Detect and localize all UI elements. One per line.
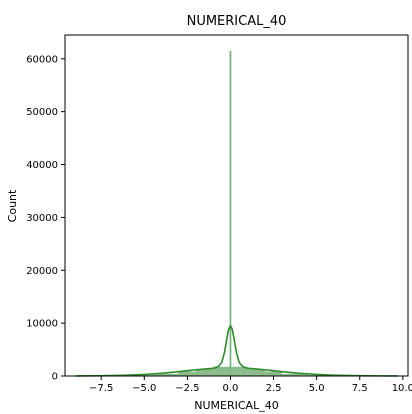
x-tick-label: 2.5: [266, 383, 282, 394]
y-axis-ticks: 0 10000 20000 30000 40000 50000 60000: [26, 54, 65, 383]
y-tick-label: 20000: [26, 266, 58, 277]
y-axis-label: Count: [6, 189, 19, 222]
chart-title: NUMERICAL_40: [187, 14, 287, 29]
histogram-bar: [264, 371, 283, 376]
histogram-bar: [282, 373, 309, 376]
x-tick-label: 7.5: [352, 383, 368, 394]
histogram-bar: [213, 366, 230, 376]
y-tick-label: 40000: [26, 160, 58, 171]
x-tick-label: −5.0: [132, 383, 156, 394]
plot-frame: [64, 34, 409, 377]
y-tick-label: 60000: [26, 54, 58, 65]
kde-line: [75, 324, 398, 377]
x-tick-label: 0.0: [223, 383, 239, 394]
y-tick-label: 30000: [26, 213, 58, 224]
x-tick-label: 5.0: [309, 383, 325, 394]
x-tick-label: −2.5: [175, 383, 199, 394]
histogram-bar: [195, 369, 214, 376]
x-tick-label: 10.0: [392, 383, 412, 394]
x-tick-label: −7.5: [89, 383, 113, 394]
histogram-bar: [178, 371, 196, 376]
y-tick-label: 50000: [26, 107, 58, 118]
x-axis-label: NUMERICAL_40: [194, 399, 278, 412]
x-axis-ticks: −7.5 −5.0 −2.5 0.0 2.5 5.0 7.5 10.0: [89, 376, 412, 394]
y-tick-label: 10000: [26, 319, 58, 330]
plot-area: [75, 50, 400, 377]
histogram-bar: [152, 373, 179, 376]
histogram-bar: [247, 369, 265, 376]
histogram-bar: [229, 50, 232, 376]
y-tick-label: 0: [52, 372, 58, 383]
histogram-bar: [231, 366, 248, 376]
